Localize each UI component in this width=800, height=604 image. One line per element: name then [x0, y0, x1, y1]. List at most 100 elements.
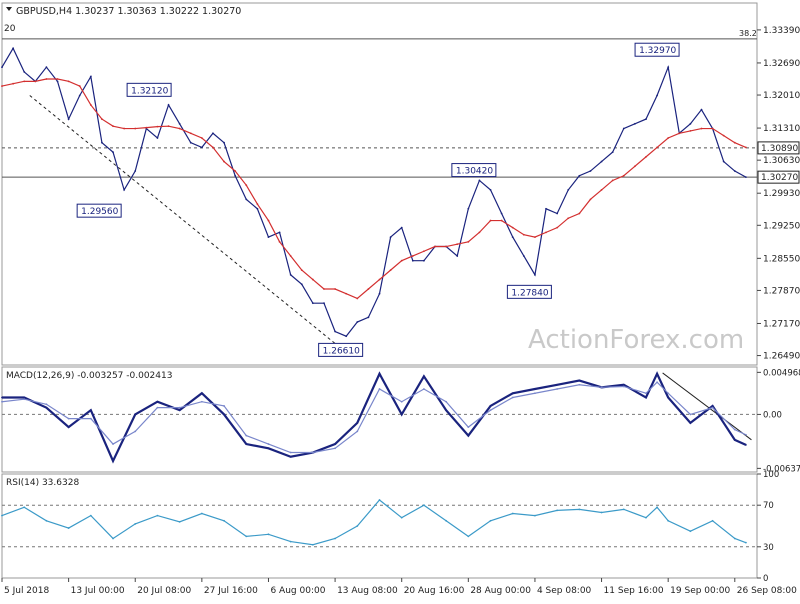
data-point	[223, 413, 225, 416]
data-point	[267, 447, 270, 450]
annotation-label: 1.30420	[456, 167, 493, 177]
data-point	[245, 434, 248, 437]
data-point	[456, 243, 459, 246]
data-point	[289, 451, 292, 454]
data-point	[334, 330, 336, 333]
series-line-0-1	[1, 78, 747, 300]
data-point	[134, 127, 137, 130]
y-tick-label: 0	[763, 574, 768, 584]
data-point	[556, 212, 559, 215]
annotation-box	[451, 163, 497, 178]
data-point	[223, 519, 225, 522]
price-panel-title: GBPUSD,H4 1.30237 1.30363 1.30222 1.3027…	[16, 6, 241, 17]
trend-line	[29, 95, 341, 349]
data-point	[334, 443, 336, 445]
data-point	[522, 255, 525, 257]
series-line-1-1	[1, 381, 747, 454]
data-point	[656, 372, 658, 375]
annotation-box	[634, 42, 680, 57]
data-point	[744, 541, 747, 544]
data-point	[744, 176, 747, 179]
data-point	[567, 217, 570, 220]
data-point	[289, 255, 292, 257]
annotation-label: 1.26610	[323, 346, 360, 356]
data-point	[178, 122, 181, 125]
data-point	[278, 240, 281, 243]
data-point	[400, 400, 403, 403]
data-point	[678, 132, 681, 135]
data-point	[423, 388, 425, 390]
data-point	[345, 335, 348, 338]
data-point	[245, 443, 248, 445]
data-point	[289, 273, 292, 276]
data-point	[467, 535, 470, 538]
x-tick-label: 26 Sep 08:00	[737, 586, 797, 596]
triangle-down-icon[interactable]	[6, 7, 12, 11]
data-point	[367, 316, 370, 319]
data-point	[334, 288, 336, 290]
trend-line	[662, 372, 752, 441]
annotation-box	[506, 284, 552, 299]
data-point	[356, 321, 359, 323]
y-tick-label: 1.29250	[763, 221, 800, 231]
data-point	[534, 273, 536, 276]
data-point	[733, 537, 736, 540]
data-point	[89, 417, 92, 420]
data-point	[423, 375, 425, 378]
data-point	[511, 512, 514, 515]
data-point	[123, 127, 126, 130]
data-point	[67, 118, 70, 121]
data-point	[534, 392, 536, 395]
data-point	[445, 400, 448, 403]
data-point	[78, 85, 81, 87]
data-point	[645, 396, 647, 399]
data-point	[622, 127, 625, 130]
data-point	[567, 188, 570, 191]
y-tick-label: 1.27870	[763, 286, 800, 296]
data-point	[622, 508, 625, 511]
data-point	[311, 302, 314, 305]
data-point	[134, 170, 137, 172]
data-point	[633, 165, 636, 168]
data-point	[556, 388, 559, 390]
data-point	[733, 428, 736, 431]
data-point	[1, 66, 3, 69]
panel-frame-2	[1, 473, 758, 579]
data-point	[600, 386, 603, 389]
data-point	[389, 236, 392, 238]
data-point	[545, 231, 547, 234]
data-point	[267, 443, 270, 445]
data-point	[456, 255, 459, 257]
data-point	[101, 141, 103, 144]
data-point	[689, 413, 692, 416]
data-point	[289, 455, 292, 458]
data-point	[667, 396, 670, 399]
data-point	[478, 179, 481, 182]
series-line-2-0	[1, 499, 747, 546]
data-point	[656, 146, 658, 149]
data-point	[256, 207, 259, 210]
data-point	[212, 146, 214, 149]
data-point	[23, 80, 26, 83]
data-point	[356, 297, 359, 300]
data-point	[645, 516, 647, 519]
annotation-label: 1.32970	[639, 46, 676, 56]
data-point	[356, 421, 359, 424]
x-tick-label: 6 Aug 00:00	[270, 586, 325, 596]
data-point	[89, 409, 92, 412]
data-point	[522, 233, 525, 236]
data-point	[367, 288, 370, 290]
data-point	[45, 403, 48, 406]
data-point	[511, 236, 514, 238]
data-point	[733, 438, 736, 441]
price-box-label: 1.30890	[761, 144, 798, 154]
data-point	[300, 269, 303, 272]
data-point	[311, 278, 314, 281]
data-point	[667, 66, 670, 69]
data-point	[378, 388, 381, 390]
data-point	[700, 127, 703, 130]
data-point	[667, 519, 670, 522]
data-point	[245, 535, 248, 538]
data-point	[23, 396, 26, 399]
data-point	[744, 146, 747, 149]
